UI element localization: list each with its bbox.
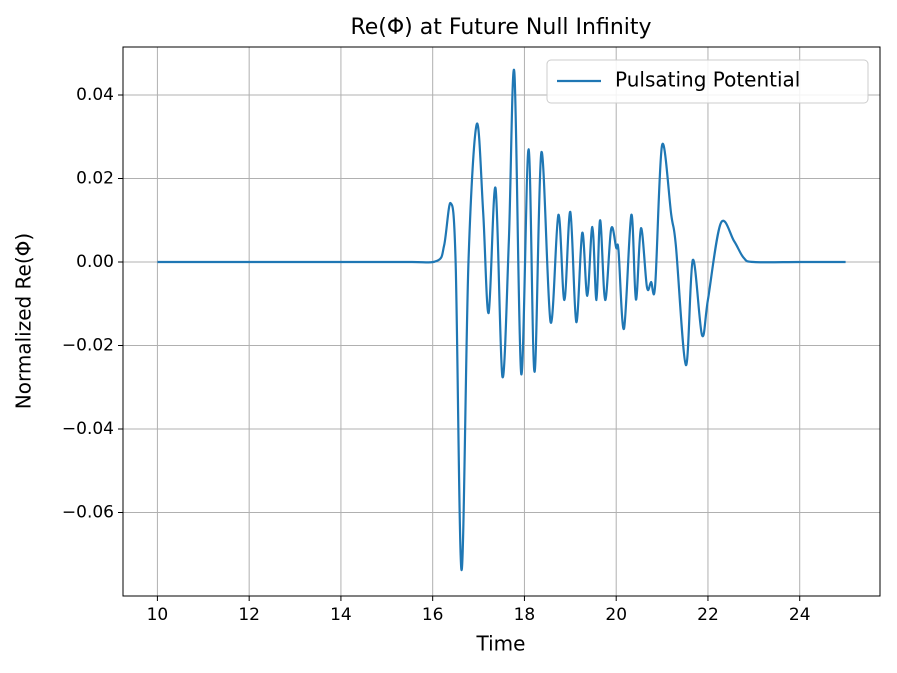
y-tick-label: −0.06: [62, 503, 114, 523]
x-tick-label: 10: [147, 605, 169, 625]
y-axis-label: Normalized Re(Φ): [12, 233, 36, 409]
x-tick-label: 14: [330, 605, 352, 625]
plot-frame: [122, 46, 881, 597]
y-tick-label: −0.02: [62, 336, 114, 356]
chart-title: Re(Φ) at Future Null Infinity: [350, 15, 651, 40]
legend-label: Pulsating Potential: [615, 68, 800, 92]
y-tick-label: −0.04: [62, 419, 114, 439]
data-line: [157, 68, 846, 572]
x-tick-label: 16: [422, 605, 444, 625]
x-tick-label: 18: [514, 605, 536, 625]
legend-box: [546, 59, 869, 104]
x-axis-label: Time: [476, 632, 526, 656]
y-tick-label: 0.04: [76, 85, 114, 105]
y-tick-label: 0.02: [76, 169, 114, 189]
x-tick-label: 24: [789, 605, 811, 625]
x-tick-label: 20: [605, 605, 627, 625]
x-tick-label: 22: [697, 605, 719, 625]
y-tick-label: 0.00: [76, 252, 114, 272]
x-tick-label: 12: [238, 605, 260, 625]
